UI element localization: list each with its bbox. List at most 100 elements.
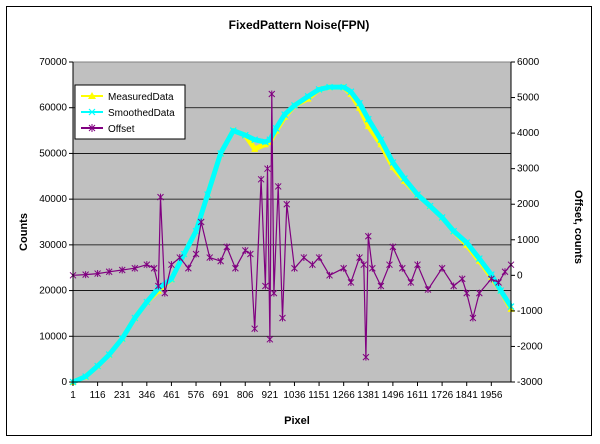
data-point-marker bbox=[105, 268, 113, 276]
x-tick-label: 1726 bbox=[431, 390, 454, 401]
x-tick-label: 231 bbox=[114, 390, 131, 401]
legend-marker bbox=[88, 92, 96, 99]
data-point-marker bbox=[192, 250, 200, 258]
data-point-marker bbox=[300, 254, 308, 262]
data-point-marker bbox=[487, 275, 495, 283]
y-tick-label: 0 bbox=[61, 377, 67, 388]
data-point-marker bbox=[168, 261, 175, 269]
data-point-marker bbox=[241, 246, 249, 254]
x-tick-label: 116 bbox=[90, 390, 106, 401]
data-point-marker bbox=[168, 275, 175, 283]
data-point-marker bbox=[501, 268, 509, 276]
data-point-marker bbox=[217, 257, 224, 265]
data-point-marker bbox=[268, 90, 276, 98]
y-tick-label: 20000 bbox=[39, 286, 67, 297]
x-tick-label: 1151 bbox=[308, 390, 330, 401]
x-tick-label: 921 bbox=[262, 390, 279, 401]
data-point-marker bbox=[251, 145, 259, 152]
chart-area: FixedPattern Noise(FPN) Pixel Counts Off… bbox=[6, 6, 592, 436]
x-tick-label: 1956 bbox=[480, 390, 503, 401]
data-point-marker bbox=[389, 243, 397, 251]
legend-item: SmoothedData bbox=[81, 108, 175, 119]
y2-tick-label: 2000 bbox=[517, 199, 540, 210]
data-point-marker bbox=[497, 287, 505, 294]
data-point-marker bbox=[469, 314, 477, 322]
data-point-marker bbox=[458, 275, 466, 283]
data-point-marker bbox=[118, 266, 126, 274]
data-point-marker bbox=[463, 289, 471, 297]
data-point-marker bbox=[283, 200, 291, 208]
chart-title: FixedPattern Noise(FPN) bbox=[229, 18, 370, 32]
data-point-marker bbox=[340, 264, 348, 272]
data-point-marker bbox=[475, 255, 483, 262]
y-tick-label: 70000 bbox=[39, 57, 67, 68]
x-tick-label: 1841 bbox=[456, 390, 479, 401]
data-point-marker bbox=[377, 282, 385, 290]
y2-tick-label: -2000 bbox=[517, 341, 543, 352]
data-point-marker bbox=[257, 175, 265, 183]
data-point-marker bbox=[414, 261, 421, 269]
y2-tick-label: 4000 bbox=[517, 128, 540, 139]
data-point-marker bbox=[155, 282, 162, 290]
x-tick-label: 576 bbox=[188, 390, 205, 401]
x-tick-label: 1496 bbox=[382, 390, 405, 401]
data-point-marker bbox=[94, 270, 101, 278]
x-tick-label: 1611 bbox=[407, 390, 429, 401]
data-point-marker bbox=[251, 325, 259, 333]
data-point-marker bbox=[217, 150, 225, 157]
data-point-marker bbox=[438, 264, 446, 272]
data-point-marker bbox=[262, 282, 269, 290]
legend-label: Offset bbox=[108, 124, 135, 135]
data-point-marker bbox=[364, 232, 372, 240]
data-point-marker bbox=[184, 264, 192, 272]
data-point-marker bbox=[131, 264, 139, 272]
data-point-marker bbox=[279, 314, 286, 322]
data-point-marker bbox=[438, 214, 446, 221]
data-point-marker bbox=[192, 227, 200, 235]
data-point-marker bbox=[377, 136, 385, 144]
y-axis-label: Counts bbox=[18, 213, 30, 251]
data-point-marker bbox=[407, 278, 415, 286]
data-point-marker bbox=[251, 136, 259, 144]
legend-label: MeasuredData bbox=[108, 92, 174, 103]
data-point-marker bbox=[364, 115, 372, 123]
data-point-marker bbox=[241, 131, 249, 139]
data-point-marker bbox=[398, 264, 406, 272]
data-point-marker bbox=[360, 261, 368, 269]
legend-item: Offset bbox=[81, 124, 135, 135]
y-tick-label: 40000 bbox=[39, 194, 67, 205]
series-Offset bbox=[69, 90, 515, 361]
x-axis-label: Pixel bbox=[284, 415, 310, 427]
data-point-marker bbox=[326, 83, 333, 91]
data-point-marker bbox=[143, 298, 151, 306]
data-point-marker bbox=[309, 261, 316, 269]
data-point-marker bbox=[450, 227, 458, 235]
y2-tick-label: 6000 bbox=[517, 57, 540, 68]
data-point-marker bbox=[143, 261, 151, 269]
data-point-marker bbox=[386, 261, 393, 269]
y2-axis-label: Offset, counts bbox=[572, 190, 584, 264]
legend-marker bbox=[88, 108, 96, 116]
y-tick-label: 50000 bbox=[39, 148, 67, 159]
y2-tick-label: 1000 bbox=[517, 235, 540, 246]
data-point-marker bbox=[463, 239, 471, 246]
data-point-marker bbox=[82, 373, 90, 380]
data-point-marker bbox=[180, 250, 188, 258]
data-point-marker bbox=[389, 159, 397, 166]
data-point-marker bbox=[270, 289, 278, 297]
data-point-marker bbox=[176, 254, 184, 262]
series-line-SmoothedData bbox=[71, 84, 514, 385]
x-tick-label: 1036 bbox=[283, 390, 306, 401]
data-point-marker bbox=[272, 124, 280, 132]
x-tick-label: 461 bbox=[163, 390, 180, 401]
data-point-marker bbox=[356, 254, 363, 262]
data-point-marker bbox=[94, 362, 102, 370]
x-tick-label: 691 bbox=[212, 390, 229, 401]
data-point-marker bbox=[362, 353, 370, 361]
data-point-marker bbox=[206, 254, 214, 262]
data-point-marker bbox=[401, 175, 408, 182]
y2-tick-label: -3000 bbox=[517, 377, 543, 388]
data-point-marker bbox=[131, 314, 139, 322]
data-point-marker bbox=[304, 92, 312, 100]
data-point-marker bbox=[368, 264, 376, 272]
